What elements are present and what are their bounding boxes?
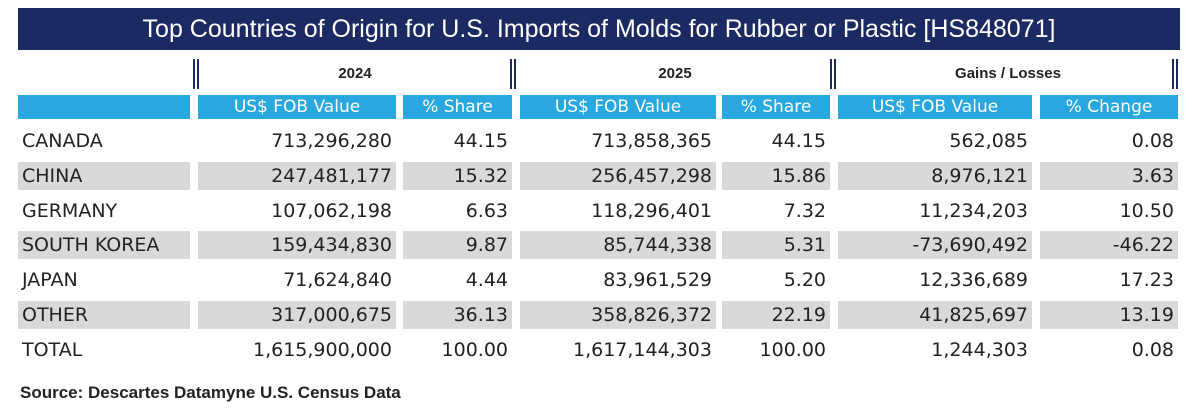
subheader: US$ FOB Value xyxy=(198,95,396,119)
cell-value: 247,481,177 xyxy=(198,161,396,190)
cell-value: 85,744,338 xyxy=(520,231,716,260)
subheader: % Share xyxy=(403,95,512,119)
cell-value: 36.13 xyxy=(403,301,512,329)
subheader: % Share xyxy=(722,95,830,119)
row-label: CHINA xyxy=(18,161,190,190)
row-label: OTHER xyxy=(18,301,190,329)
source: Source: Descartes Datamyne U.S. Census D… xyxy=(20,383,401,402)
row-label: TOTAL xyxy=(22,338,83,361)
cell-value: 0.08 xyxy=(1131,130,1174,152)
subheader: US$ FOB Value xyxy=(838,95,1032,119)
group-header: Gains / Losses xyxy=(955,65,1061,82)
cell-value: 15.86 xyxy=(722,161,830,190)
cell-value: 713,858,365 xyxy=(591,130,712,152)
divider xyxy=(830,59,836,89)
row-label: CANADA xyxy=(22,130,103,152)
cell-value: 713,296,280 xyxy=(271,130,392,152)
cell-value: 9.87 xyxy=(403,231,512,260)
cell-value: -73,690,492 xyxy=(838,231,1032,260)
cell-value: 13.19 xyxy=(1040,301,1178,329)
cell-value: 1,617,144,303 xyxy=(572,338,712,361)
cell-value: 7.32 xyxy=(783,199,826,222)
subheader: US$ FOB Value xyxy=(520,95,716,119)
cell-value: 317,000,675 xyxy=(198,301,396,329)
subheader-blank xyxy=(18,95,190,119)
cell-value: 10.50 xyxy=(1119,199,1174,222)
group-header: 2024 xyxy=(338,65,372,82)
cell-value: 83,961,529 xyxy=(603,269,712,292)
cell-value: 44.15 xyxy=(453,130,508,152)
divider xyxy=(510,59,516,89)
cell-value: 8,976,121 xyxy=(838,161,1032,190)
cell-value: 118,296,401 xyxy=(591,199,712,222)
title: Top Countries of Origin for U.S. Imports… xyxy=(18,8,1180,50)
cell-value: 22.19 xyxy=(722,301,830,329)
subheader: % Change xyxy=(1040,95,1178,119)
cell-value: -46.22 xyxy=(1040,231,1178,260)
cell-value: 11,234,203 xyxy=(919,199,1028,222)
cell-value: 3.63 xyxy=(1040,161,1178,190)
cell-value: 0.08 xyxy=(1131,338,1174,361)
cell-value: 4.44 xyxy=(465,269,508,292)
row-label: GERMANY xyxy=(22,199,118,222)
cell-value: 562,085 xyxy=(949,130,1028,152)
cell-value: 1,244,303 xyxy=(931,338,1028,361)
cell-value: 358,826,372 xyxy=(520,301,716,329)
cell-value: 17.23 xyxy=(1119,269,1174,292)
group-header: 2025 xyxy=(658,65,692,82)
row-label: SOUTH KOREA xyxy=(18,231,190,260)
cell-value: 1,615,900,000 xyxy=(252,338,392,361)
cell-value: 107,062,198 xyxy=(271,199,392,222)
cell-value: 5.20 xyxy=(783,269,826,292)
cell-value: 256,457,298 xyxy=(520,161,716,190)
cell-value: 6.63 xyxy=(465,199,508,222)
divider xyxy=(193,59,199,89)
cell-value: 5.31 xyxy=(722,231,830,260)
cell-value: 100.00 xyxy=(759,338,826,361)
cell-value: 15.32 xyxy=(403,161,512,190)
cell-value: 12,336,689 xyxy=(919,269,1028,292)
divider xyxy=(1172,59,1178,89)
cell-value: 44.15 xyxy=(771,130,826,152)
cell-value: 159,434,830 xyxy=(198,231,396,260)
cell-value: 100.00 xyxy=(441,338,508,361)
row-label: JAPAN xyxy=(22,269,78,292)
cell-value: 71,624,840 xyxy=(283,269,392,292)
cell-value: 41,825,697 xyxy=(838,301,1032,329)
